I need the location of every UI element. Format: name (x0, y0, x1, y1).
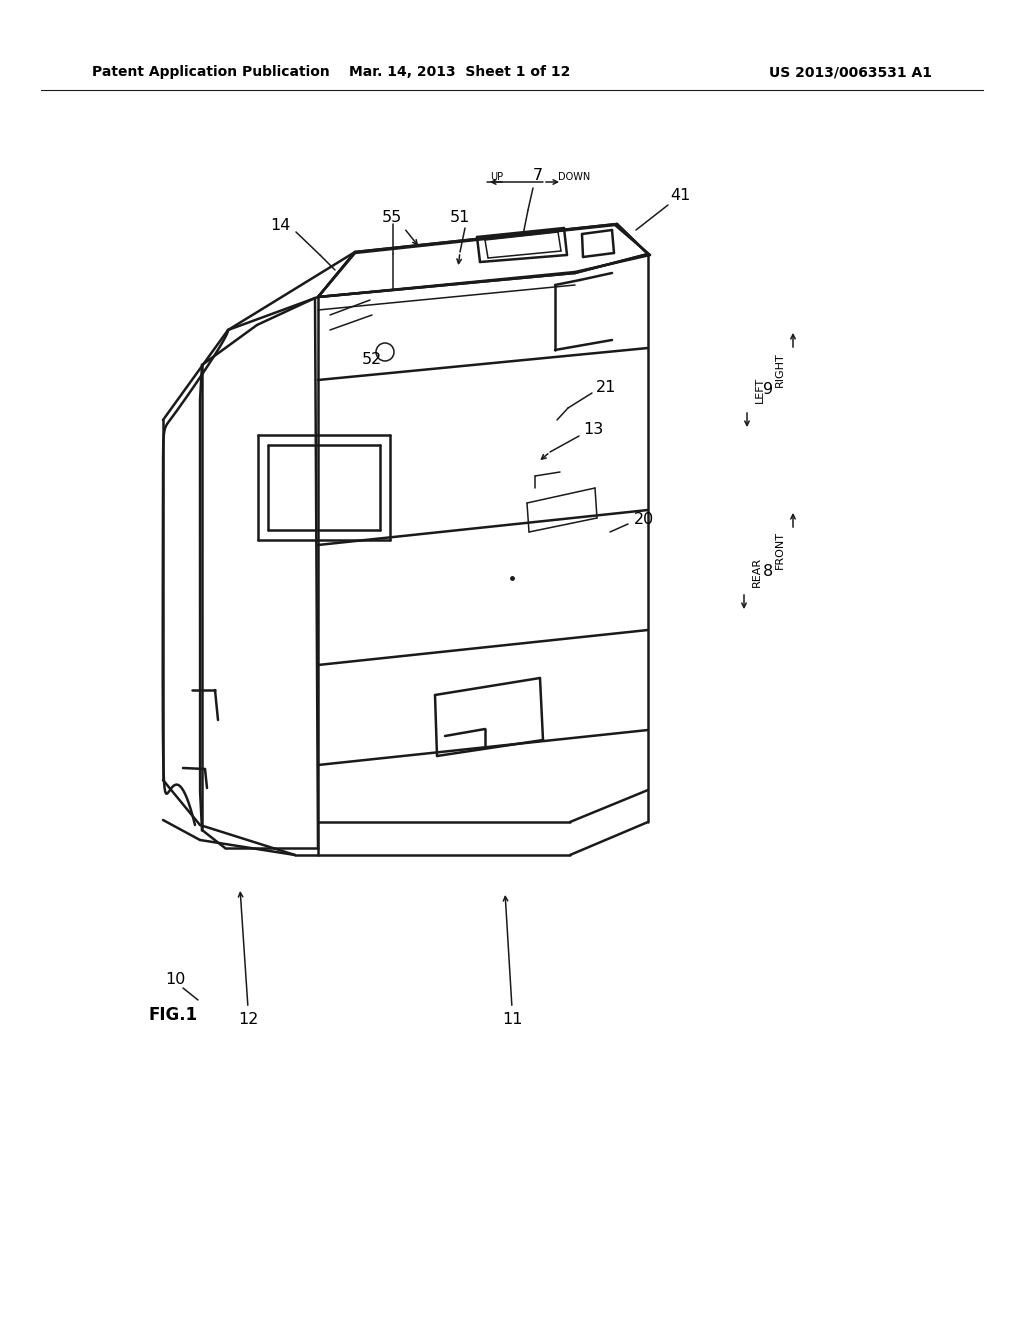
Text: LEFT: LEFT (755, 378, 765, 403)
Text: 12: 12 (238, 1012, 258, 1027)
Text: 55: 55 (382, 210, 402, 226)
Text: RIGHT: RIGHT (775, 352, 785, 387)
Text: DOWN: DOWN (558, 172, 590, 182)
Text: UP: UP (490, 172, 504, 182)
Text: 20: 20 (634, 512, 654, 528)
Text: FIG.1: FIG.1 (148, 1006, 198, 1024)
Text: 8: 8 (763, 565, 773, 579)
Text: 52: 52 (361, 352, 382, 367)
Text: 9: 9 (763, 383, 773, 397)
Text: Mar. 14, 2013  Sheet 1 of 12: Mar. 14, 2013 Sheet 1 of 12 (349, 65, 570, 79)
Text: 51: 51 (450, 210, 470, 226)
Text: Patent Application Publication: Patent Application Publication (92, 65, 330, 79)
Text: 14: 14 (269, 219, 290, 234)
Text: 11: 11 (502, 1012, 522, 1027)
Text: 13: 13 (583, 422, 603, 437)
Text: 41: 41 (670, 189, 690, 203)
Text: FRONT: FRONT (775, 531, 785, 569)
Text: REAR: REAR (752, 557, 762, 587)
Text: US 2013/0063531 A1: US 2013/0063531 A1 (769, 65, 932, 79)
Text: 10: 10 (165, 973, 185, 987)
Text: 21: 21 (596, 380, 616, 395)
Text: 7: 7 (532, 168, 543, 182)
